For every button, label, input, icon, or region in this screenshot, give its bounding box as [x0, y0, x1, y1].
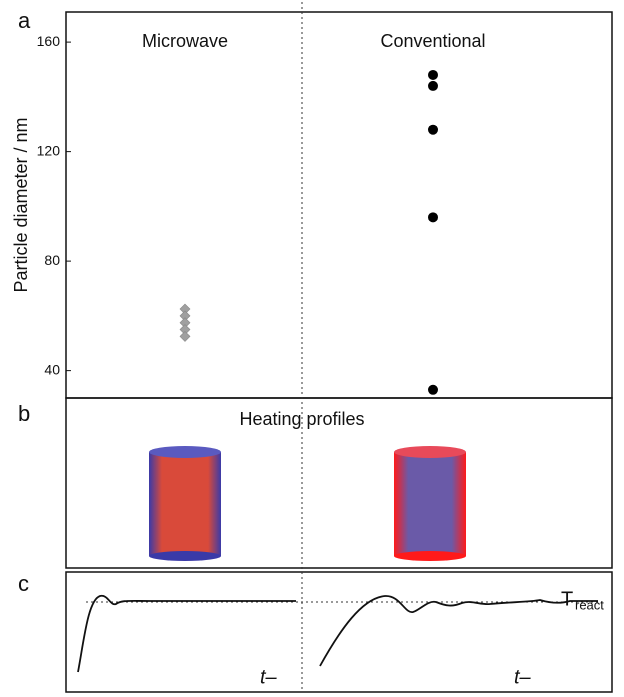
- x-axis-label: t–: [260, 666, 278, 688]
- y-tick-label: 120: [37, 142, 61, 158]
- point: [179, 330, 191, 342]
- panel-c-frame: [65, 571, 613, 693]
- panel-label: b: [18, 401, 30, 426]
- y-tick-label: 40: [44, 361, 60, 377]
- point: [428, 124, 438, 135]
- heating-curve: [319, 595, 598, 667]
- panel-label: c: [18, 571, 29, 596]
- panel-b-frame: [65, 397, 613, 569]
- heating-curve: [77, 594, 296, 673]
- point: [428, 212, 438, 223]
- panel-label: a: [18, 8, 31, 33]
- y-tick-label: 80: [44, 252, 60, 268]
- panel-a-frame: [65, 11, 613, 399]
- point: [428, 69, 438, 80]
- threshold-subscript: react: [575, 597, 604, 612]
- cylinder-conventional: [394, 446, 466, 561]
- y-tick-label: 160: [37, 33, 61, 49]
- cylinder-microwave: [149, 446, 221, 561]
- x-axis-label: t–: [514, 666, 532, 688]
- y-axis-label: Particle diameter / nm: [11, 117, 31, 292]
- threshold-label: T: [561, 588, 573, 610]
- point: [428, 80, 438, 91]
- point: [428, 384, 438, 395]
- panel-title: Heating profiles: [239, 409, 364, 429]
- column-header: Microwave: [142, 31, 228, 51]
- column-header: Conventional: [380, 31, 485, 51]
